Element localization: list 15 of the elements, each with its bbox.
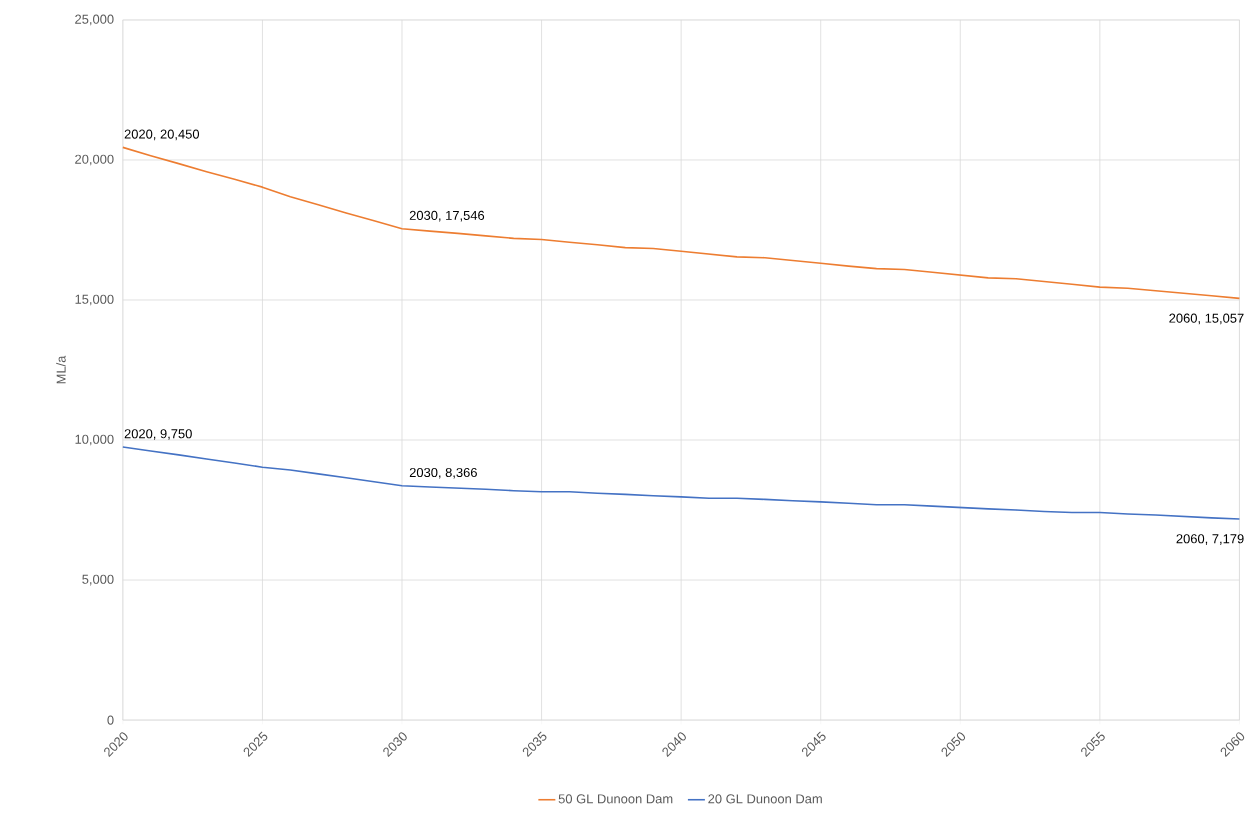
y-axis-title: ML/a — [56, 355, 66, 384]
y-tick-label: 10,000 — [75, 434, 114, 446]
y-tick-label: 5,000 — [82, 574, 114, 586]
annotation: 2020, 9,750 — [124, 429, 192, 440]
y-tick-label: 25,000 — [75, 14, 114, 26]
legend-label: 50 GL Dunoon Dam — [558, 794, 673, 804]
annotation: 2060, 15,057 — [1169, 313, 1244, 325]
y-tick-label: 0 — [107, 715, 114, 725]
legend-label: 20 GL Dunoon Dam — [708, 794, 822, 804]
y-tick-label: 15,000 — [75, 294, 114, 306]
annotation: 2030, 8,366 — [409, 467, 477, 479]
annotation: 2030, 17,546 — [409, 210, 485, 222]
y-tick-label: 20,000 — [75, 154, 114, 166]
annotation: 2060, 7,179 — [1176, 534, 1244, 545]
annotation: 2020, 20,450 — [124, 129, 200, 141]
